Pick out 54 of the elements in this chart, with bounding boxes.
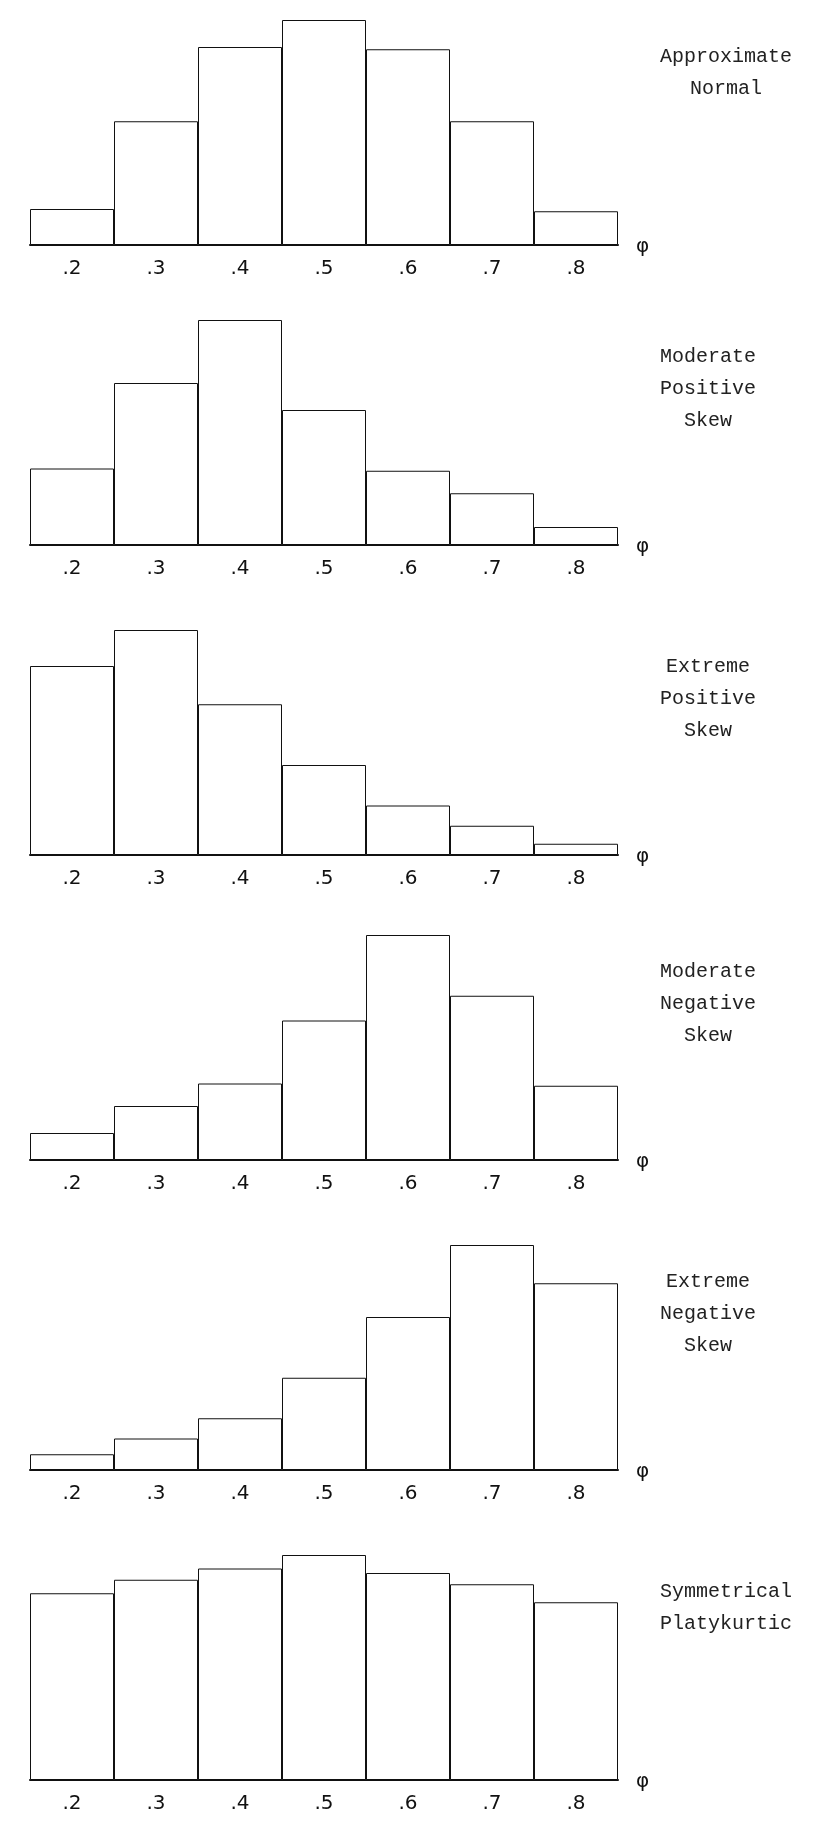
text: Moderate Positive Skew <box>660 344 757 432</box>
x-tick-label: .7 <box>482 865 502 889</box>
x-tick-label: .4 <box>230 1790 250 1814</box>
x-tick-label: .4 <box>230 1480 250 1504</box>
x-tick-label: .5 <box>314 255 334 279</box>
text: Extreme Positive Skew <box>660 654 757 742</box>
x-tick-label: .6 <box>398 1790 418 1814</box>
x-tick-label: .2 <box>62 1170 82 1194</box>
x-tick-label: .4 <box>230 255 250 279</box>
x-tick-label: .2 <box>62 1790 82 1814</box>
x-axis-title: φ <box>636 533 650 557</box>
x-tick-label: .6 <box>398 1170 418 1194</box>
x-tick-label: .6 <box>398 555 418 579</box>
x-tick-label: .5 <box>314 1170 334 1194</box>
x-tick-label: .8 <box>566 255 586 279</box>
x-tick-label: .4 <box>230 555 250 579</box>
x-axis-title: φ <box>636 233 650 257</box>
text: Symmetrical Platykurtic <box>660 1579 793 1635</box>
x-tick-label: .8 <box>566 1790 586 1814</box>
x-tick-label: .7 <box>482 1480 502 1504</box>
x-tick-label: .7 <box>482 255 502 279</box>
x-tick-label: .2 <box>62 865 82 889</box>
x-tick-label: .6 <box>398 865 418 889</box>
x-tick-label: .2 <box>62 1480 82 1504</box>
x-tick-label: .3 <box>146 1480 166 1504</box>
x-tick-label: .4 <box>230 1170 250 1194</box>
x-tick-label: .3 <box>146 255 166 279</box>
x-tick-label: .5 <box>314 1480 334 1504</box>
x-tick-label: .8 <box>566 865 586 889</box>
text: Extreme Negative Skew <box>660 1269 757 1357</box>
x-axis-title: φ <box>636 1148 650 1172</box>
x-tick-label: .7 <box>482 1790 502 1814</box>
x-tick-label: .5 <box>314 865 334 889</box>
x-tick-label: .5 <box>314 1790 334 1814</box>
x-tick-label: .3 <box>146 555 166 579</box>
x-tick-label: .7 <box>482 1170 502 1194</box>
x-tick-label: .3 <box>146 865 166 889</box>
x-tick-label: .8 <box>566 1170 586 1194</box>
x-tick-label: .6 <box>398 1480 418 1504</box>
x-tick-label: .5 <box>314 555 334 579</box>
x-tick-label: .8 <box>566 1480 586 1504</box>
x-axis-title: φ <box>636 1768 650 1792</box>
text: Approximate Normal <box>660 44 793 100</box>
x-tick-label: .2 <box>62 555 82 579</box>
x-tick-label: .4 <box>230 865 250 889</box>
x-tick-label: .8 <box>566 555 586 579</box>
text: Moderate Negative Skew <box>660 959 757 1047</box>
x-axis-title: φ <box>636 1458 650 1482</box>
x-tick-label: .6 <box>398 255 418 279</box>
x-axis-title: φ <box>636 843 650 867</box>
x-tick-label: .7 <box>482 555 502 579</box>
x-tick-label: .3 <box>146 1790 166 1814</box>
x-tick-label: .3 <box>146 1170 166 1194</box>
x-tick-label: .2 <box>62 255 82 279</box>
